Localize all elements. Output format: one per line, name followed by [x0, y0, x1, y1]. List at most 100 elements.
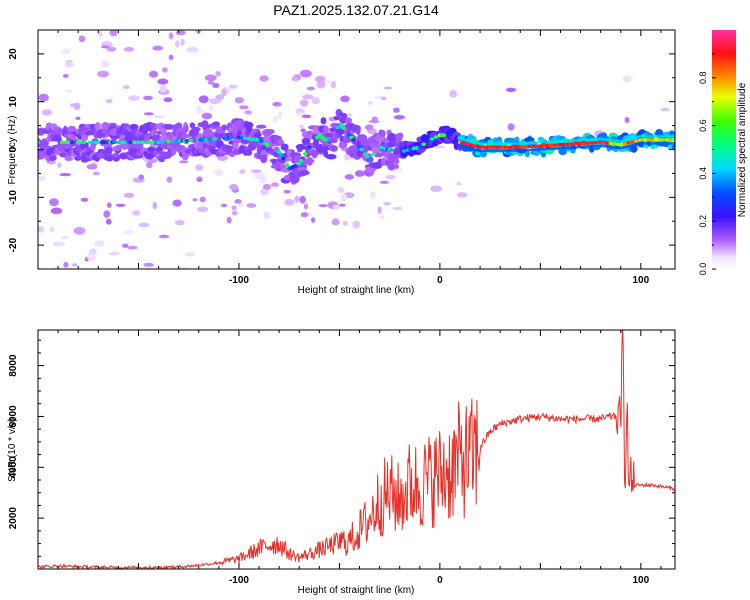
- spectrogram-ridge-point: [136, 140, 141, 145]
- spectrogram-noise-blob: [78, 35, 86, 43]
- spectrogram-noise-blob: [180, 38, 185, 46]
- spectrogram-noise-blob: [60, 235, 70, 239]
- spectrogram-ridge-point: [341, 126, 346, 130]
- spectrogram-band-blob: [150, 129, 157, 137]
- spectrogram-noise-blob: [295, 112, 307, 116]
- spectrogram-noise-blob: [109, 30, 118, 37]
- spectrogram-noise-blob: [456, 181, 462, 186]
- spectrogram-noise-blob: [122, 85, 130, 89]
- y-tick-label: 6000: [8, 405, 19, 428]
- spectrogram-halo-blob: [670, 142, 675, 145]
- spectrogram-band-blob: [303, 158, 315, 164]
- spectrogram-ridge-core: [38, 123, 675, 171]
- spectrogram-band-blob: [338, 141, 348, 149]
- spectrogram-band-blob: [355, 126, 361, 135]
- spectrogram-noise-blob: [344, 154, 349, 161]
- spectrogram-noise-blob: [660, 107, 670, 112]
- spectrogram-ridge-point: [351, 138, 356, 142]
- spectrogram-field: [38, 30, 675, 269]
- spectrogram-ridge-point: [78, 140, 83, 145]
- spectrogram-noise-blob: [250, 169, 262, 173]
- colorbar: 0.0 0.2 0.4 0.6 0.8 Normalized spectral ampl…: [698, 30, 748, 275]
- spectrogram-band-blob: [265, 129, 275, 135]
- spectrogram-noise-blob: [106, 218, 112, 225]
- spectrogram-noise-blob: [325, 79, 331, 84]
- spectrogram-halo-blob: [509, 142, 516, 146]
- spectrogram-noise-blob: [197, 206, 209, 213]
- spectrogram-band-blob: [129, 123, 139, 131]
- spectrogram-band-blob: [41, 140, 49, 146]
- spectrogram-band-blob: [378, 129, 386, 137]
- spectrogram-band-blob: [338, 111, 344, 116]
- spectrogram-noise-blob: [101, 45, 110, 49]
- spectrogram-band-blob: [188, 128, 199, 138]
- colorbar-tick-label: 0.0: [698, 263, 708, 276]
- spectrogram-noise-blob: [86, 164, 98, 170]
- spectrogram-band-blob: [570, 148, 576, 154]
- spectrogram-noise-blob: [284, 198, 295, 206]
- spectrogram-noise-blob: [94, 240, 105, 247]
- spectrogram-ridge-point: [116, 140, 121, 145]
- spectrogram-noise-blob: [41, 109, 53, 116]
- spectrogram-noise-blob: [624, 116, 630, 124]
- spectrogram-ridge-point: [128, 140, 133, 145]
- spectrogram-ridge-point: [293, 164, 298, 168]
- spectrogram-ridge-point: [70, 140, 75, 145]
- spectrogram-noise-blob: [70, 103, 75, 107]
- spectrogram-band-blob: [156, 130, 162, 135]
- spectrogram-noise-blob: [98, 31, 103, 37]
- spectrogram-band-blob: [335, 129, 347, 135]
- spectrogram-noise-blob: [368, 100, 373, 105]
- spectrogram-ridge-point: [672, 138, 675, 142]
- spectrogram-ridge-point: [401, 149, 406, 153]
- spectrogram-ridge-point: [250, 137, 256, 141]
- spectrogram-noise-blob: [197, 108, 204, 115]
- spectrogram-band-blob: [121, 143, 131, 150]
- spectrogram-noise-blob: [354, 170, 365, 177]
- spectrogram-noise-blob: [318, 204, 328, 208]
- spectrogram-noise-blob: [272, 102, 282, 107]
- spectrogram-noise-blob: [456, 192, 468, 198]
- spectrogram-noise-blob: [315, 75, 326, 83]
- spectrogram-noise-blob: [331, 218, 340, 226]
- snr-y-tick-labels: 2000 4000 6000 8000: [8, 354, 19, 529]
- spectrogram-noise-blob: [123, 192, 135, 198]
- spectrogram-noise-blob: [300, 69, 312, 78]
- spectrogram-ridge-point: [200, 137, 205, 142]
- spectrogram-ridge-point: [82, 140, 87, 145]
- spectrogram-ridge-point: [246, 136, 252, 141]
- spectrogram-noise-blob: [262, 183, 272, 190]
- spectrogram-noise-blob: [300, 212, 309, 218]
- spectrogram-noise-blob: [259, 75, 269, 82]
- spectrogram-band-blob: [246, 125, 253, 132]
- colorbar-label: Normalized spectral amplitude: [737, 82, 748, 217]
- spectrogram-noise-blob: [162, 67, 168, 73]
- spectrogram-band-blob: [298, 169, 310, 176]
- spectrogram-noise-blob: [344, 174, 354, 180]
- spectrogram-noise-blob: [302, 94, 314, 100]
- spectrogram-noise-blob: [92, 171, 100, 176]
- spectrogram-band-blob: [221, 124, 228, 131]
- snr-series-line: [38, 330, 675, 569]
- spectrogram-noise-blob: [97, 70, 109, 78]
- spectrogram-band-blob: [283, 157, 292, 162]
- colorbar-ticks: 0.0 0.2 0.4 0.6 0.8: [698, 53, 716, 276]
- figure-title: PAZ1.2025.132.07.21.G14: [273, 2, 439, 18]
- spectrogram-noise-blob: [371, 116, 378, 121]
- spectrogram-noise-blob: [72, 263, 78, 267]
- spectrogram-noise-blob: [199, 196, 206, 203]
- spectrogram-noise-blob: [368, 120, 380, 123]
- spectrogram-noise-blob: [65, 89, 73, 93]
- spectrogram-band-blob: [277, 139, 284, 146]
- x-tick-label: 100: [632, 275, 649, 286]
- spectrogram-noise-blob: [50, 207, 63, 215]
- spectrogram-noise-blob: [231, 210, 238, 216]
- spectrogram-noise-blob: [373, 95, 383, 99]
- spectrogram-ridge-point: [421, 142, 426, 146]
- spectrogram-band-blob: [344, 117, 352, 124]
- spectrogram-band-blob: [105, 146, 113, 154]
- snr-x-tick-labels: -100 0 100: [229, 575, 650, 586]
- spectrogram-ridge-point: [417, 145, 422, 149]
- spectrogram-noise-blob: [49, 226, 55, 233]
- spectrogram-band-blob: [101, 122, 110, 130]
